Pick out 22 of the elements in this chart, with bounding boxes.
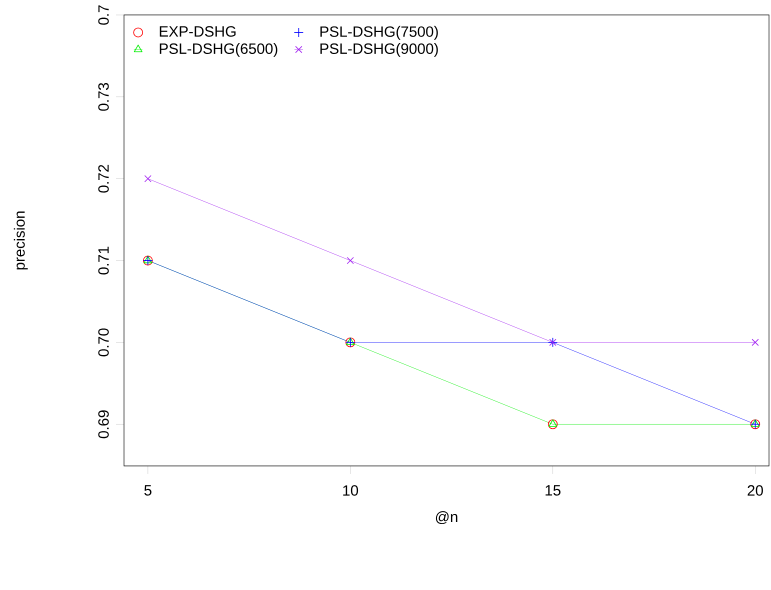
x-tick-label: 10 [343,485,358,496]
y-tick-label: 0.7 [98,5,109,25]
x-tick-label: 20 [748,485,763,496]
y-tick-label: 0.72 [98,164,109,193]
y-tick-label: 0.70 [98,328,109,356]
y-tick-label: 0.71 [98,246,109,275]
y-axis-title: precision [14,212,28,270]
legend-label: PSL-DSHG(9000) [320,42,438,57]
x-tick-label: 15 [546,485,560,496]
legend-label: PSL-DSHG(7500) [320,26,438,40]
legend-label: PSL-DSHG(6500) [160,42,278,57]
point [144,175,152,182]
point [548,419,558,430]
legend-label: EXP-DSHG [160,26,236,37]
point [346,256,354,264]
y-tick-label: 0.69 [98,410,109,438]
point [750,419,760,427]
y-tick-label: 0.73 [98,82,109,111]
point [548,419,558,427]
x-axis-title: @n [436,511,458,524]
x-tick-label: 5 [144,485,152,496]
point [752,338,759,346]
